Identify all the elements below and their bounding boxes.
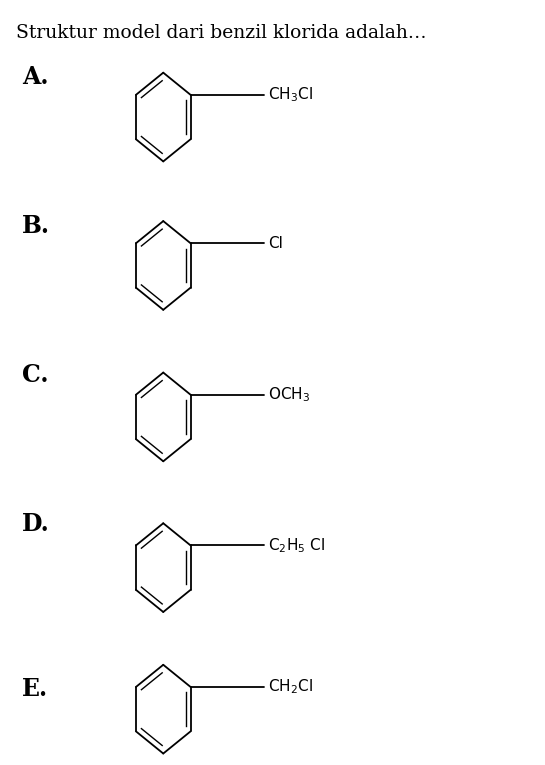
Text: C$_2$H$_5$ Cl: C$_2$H$_5$ Cl <box>268 536 325 555</box>
Text: CH$_3$Cl: CH$_3$Cl <box>268 86 313 104</box>
Text: Struktur model dari benzil klorida adalah…: Struktur model dari benzil klorida adala… <box>16 24 427 43</box>
Text: CH$_2$Cl: CH$_2$Cl <box>268 678 313 696</box>
Text: D.: D. <box>22 512 50 536</box>
Text: E.: E. <box>22 676 48 701</box>
Text: A.: A. <box>22 64 49 89</box>
Text: B.: B. <box>22 213 50 238</box>
Text: Cl: Cl <box>268 236 283 251</box>
Text: OCH$_3$: OCH$_3$ <box>268 386 311 404</box>
Text: C.: C. <box>22 363 49 387</box>
